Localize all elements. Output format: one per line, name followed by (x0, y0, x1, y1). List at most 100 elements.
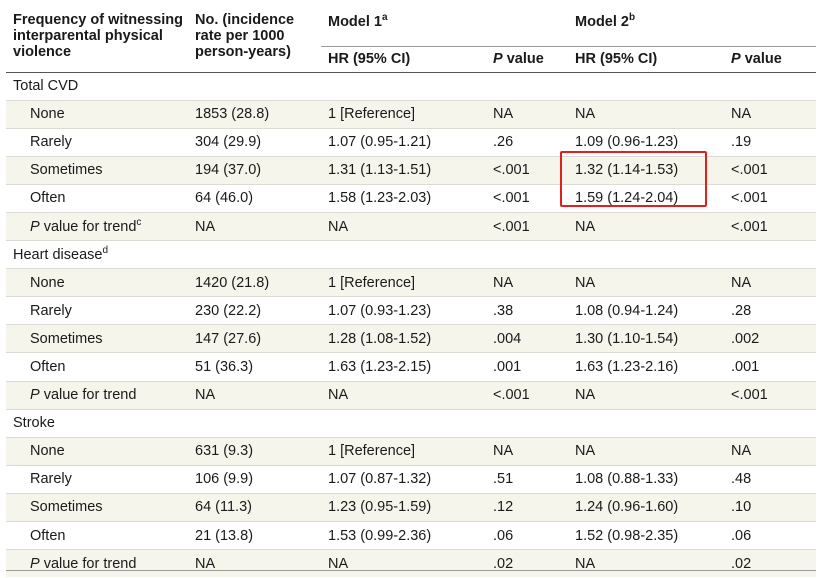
row-label: Rarely (6, 127, 188, 157)
cell-count: 230 (22.2) (188, 296, 321, 325)
cell-hr-model-2: NA (568, 99, 725, 129)
cell-p-model-1: .12 (486, 492, 569, 522)
cell-hr-model-2: 1.08 (0.88-1.33) (568, 464, 725, 494)
row-label: Often (6, 352, 188, 382)
footnote-marker: b (629, 12, 636, 24)
cell-hr-model-2: 1.63 (1.23-2.16) (568, 352, 725, 382)
cell-count: 147 (27.6) (188, 324, 321, 353)
cell-hr-model-2: NA (568, 549, 725, 578)
cell-p-model-2: NA (724, 436, 817, 466)
header-p-1: P value (493, 50, 544, 67)
cell-p-model-2: <.001 (724, 155, 817, 185)
cell-p-model-2: .10 (724, 492, 817, 522)
row-label: Sometimes (6, 492, 188, 522)
highlight-box (560, 151, 707, 207)
table-header: Frequency of witnessing interparental ph… (6, 4, 817, 72)
cell-hr-model-1: 1 [Reference] (321, 268, 486, 297)
footnote-marker: a (381, 12, 388, 24)
section-row: Total CVD (6, 72, 817, 101)
cell-p-model-1: .38 (486, 296, 569, 325)
cell-p-model-1: .26 (486, 127, 569, 157)
cell-p-model-2: .002 (724, 324, 817, 353)
cell-hr-model-1: 1.63 (1.23-2.15) (321, 352, 486, 382)
header-model-2: Model 2b (568, 4, 817, 47)
bottom-rule (6, 570, 816, 571)
table-row: Sometimes 64 (11.3) 1.23 (0.95-1.59) .12 1.2… (6, 492, 817, 522)
cell-count: 1853 (28.8) (188, 99, 321, 129)
table-row: P value for trend NA NA .02 NA .02 (6, 549, 817, 578)
cell-hr-model-1: 1.31 (1.13-1.51) (321, 155, 486, 185)
cell-p-model-1: <.001 (486, 380, 569, 410)
header-count: No. (incidence rate per 1000 person-year… (195, 12, 295, 60)
table-row: Rarely 106 (9.9) 1.07 (0.87-1.32) .51 1.08 (… (6, 464, 817, 494)
cell-hr-model-2: 1.30 (1.10-1.54) (568, 324, 725, 353)
row-label: Sometimes (6, 155, 188, 185)
cell-p-model-2: <.001 (724, 380, 817, 410)
header-frequency: Frequency of witnessing interparental ph… (13, 12, 183, 60)
cell-count: 631 (9.3) (188, 436, 321, 466)
table-row: None 631 (9.3) 1 [Reference] NA NA NA (6, 436, 817, 466)
cell-hr-model-1: NA (321, 380, 486, 410)
cell-count: NA (188, 549, 321, 578)
cell-hr-model-1: NA (321, 549, 486, 578)
cell-count: 64 (11.3) (188, 492, 321, 522)
cell-hr-model-2: 1.52 (0.98-2.35) (568, 520, 725, 550)
cell-p-model-2: .06 (724, 520, 817, 550)
row-label: Often (6, 183, 188, 213)
cell-p-model-2: NA (724, 99, 817, 129)
header-p-2: P value (731, 50, 782, 67)
cell-p-model-1: <.001 (486, 183, 569, 213)
table-row: None 1420 (21.8) 1 [Reference] NA NA NA (6, 268, 817, 297)
cell-hr-model-1: NA (321, 211, 486, 241)
cell-p-model-2: .02 (724, 549, 817, 578)
row-label: Rarely (6, 296, 188, 325)
cell-p-model-1: <.001 (486, 211, 569, 241)
cell-hr-model-2: NA (568, 268, 725, 297)
cell-count: 21 (13.8) (188, 520, 321, 550)
row-label: None (6, 436, 188, 466)
footnote-marker: c (136, 216, 142, 228)
table-row: Often 64 (46.0) 1.58 (1.23-2.03) <.001 1.59 … (6, 183, 817, 213)
cell-hr-model-2: NA (568, 211, 725, 241)
cell-p-model-1: NA (486, 268, 569, 297)
section-row: Heart diseased (6, 240, 817, 269)
cell-hr-model-2: NA (568, 380, 725, 410)
row-label: Often (6, 520, 188, 550)
cell-p-model-1: .004 (486, 324, 569, 353)
cell-hr-model-1: 1.23 (0.95-1.59) (321, 492, 486, 522)
table-row: P value for trendc NA NA <.001 NA <.001 (6, 211, 817, 241)
cell-p-model-2: .28 (724, 296, 817, 325)
cell-hr-model-1: 1 [Reference] (321, 436, 486, 466)
cell-hr-model-2: 1.08 (0.94-1.24) (568, 296, 725, 325)
cell-p-model-1: .001 (486, 352, 569, 382)
cell-hr-model-1: 1.07 (0.87-1.32) (321, 464, 486, 494)
cell-p-model-2: <.001 (724, 211, 817, 241)
table-row: Rarely 304 (29.9) 1.07 (0.95-1.21) .26 1.09 … (6, 127, 817, 157)
cell-hr-model-2: 1.32 (1.14-1.53) (568, 155, 725, 185)
row-label: P value for trend (6, 380, 188, 410)
header-hr-1: HR (95% CI) (328, 50, 411, 67)
cell-hr-model-1: 1.07 (0.95-1.21) (321, 127, 486, 157)
header-model-1: Model 1a (321, 4, 569, 47)
table-row: Rarely 230 (22.2) 1.07 (0.93-1.23) .38 1.08 … (6, 296, 817, 325)
cell-hr-model-2: 1.24 (0.96-1.60) (568, 492, 725, 522)
table-row: Often 21 (13.8) 1.53 (0.99-2.36) .06 1.52 (0… (6, 520, 817, 550)
cell-hr-model-1: 1.07 (0.93-1.23) (321, 296, 486, 325)
table-row: Sometimes 147 (27.6) 1.28 (1.08-1.52) .004 1… (6, 324, 817, 353)
cell-hr-model-2: NA (568, 436, 725, 466)
cell-count: NA (188, 211, 321, 241)
footnote-marker: d (102, 244, 109, 256)
section-title: Stroke (6, 408, 817, 438)
row-label: P value for trendc (6, 211, 188, 241)
row-label: Sometimes (6, 324, 188, 353)
cell-hr-model-1: 1.58 (1.23-2.03) (321, 183, 486, 213)
section-title: Heart diseased (6, 240, 817, 269)
header-hr-2: HR (95% CI) (575, 50, 658, 67)
cell-p-model-2: .001 (724, 352, 817, 382)
row-label: P value for trend (6, 549, 188, 578)
cell-p-model-1: .02 (486, 549, 569, 578)
section-title: Total CVD (6, 72, 817, 101)
cell-count: 1420 (21.8) (188, 268, 321, 297)
section-row: Stroke (6, 408, 817, 438)
cell-p-model-2: <.001 (724, 183, 817, 213)
